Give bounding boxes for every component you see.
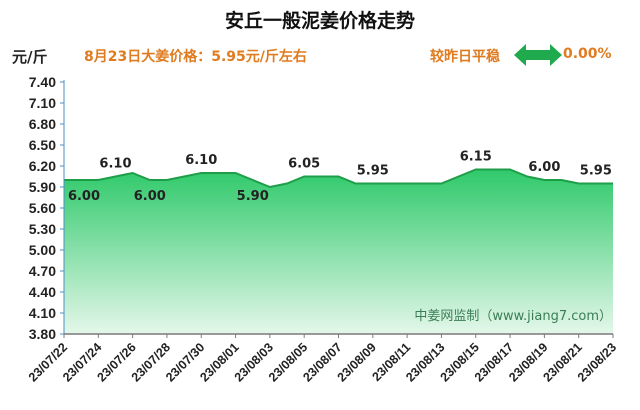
data-label: 6.00	[134, 189, 166, 204]
watermark: 中姜网监制（www.jiang7.com）	[414, 309, 612, 324]
double-arrow-icon	[514, 44, 562, 66]
y-axis-unit: 元/斤	[12, 48, 48, 66]
data-label: 6.10	[99, 157, 131, 172]
y-tick-label: 7.40	[29, 74, 56, 90]
data-label: 6.10	[185, 153, 217, 168]
y-tick-label: 5.30	[29, 221, 56, 237]
y-tick-label: 4.10	[29, 305, 56, 321]
y-tick-label: 4.40	[29, 284, 56, 300]
y-tick-label: 6.50	[29, 137, 56, 153]
price-area	[64, 169, 613, 334]
data-label: 5.95	[580, 164, 612, 179]
price-line	[64, 168, 613, 189]
change-percent: 0.00%	[563, 46, 612, 62]
y-tick-label: 3.80	[29, 326, 56, 342]
data-label: 5.95	[357, 164, 389, 179]
data-label: 6.00	[68, 189, 100, 204]
y-tick-label: 6.80	[29, 116, 56, 132]
y-tick-label: 7.10	[29, 95, 56, 111]
data-label: 6.00	[528, 160, 560, 175]
price-headline: 8月23日大姜价格：5.95元/斤左右	[84, 49, 307, 65]
y-tick-label: 5.90	[29, 179, 56, 195]
y-tick-label: 4.70	[29, 263, 56, 279]
data-label: 5.90	[237, 189, 269, 204]
y-tick-label: 6.20	[29, 158, 56, 174]
data-label: 6.15	[460, 150, 492, 165]
y-tick-label: 5.00	[29, 242, 56, 258]
compare-label: 较昨日平稳	[430, 49, 500, 65]
chart-title: 安丘一般泥姜价格走势	[224, 10, 415, 32]
y-tick-label: 5.60	[29, 200, 56, 216]
data-label: 6.05	[288, 157, 320, 172]
